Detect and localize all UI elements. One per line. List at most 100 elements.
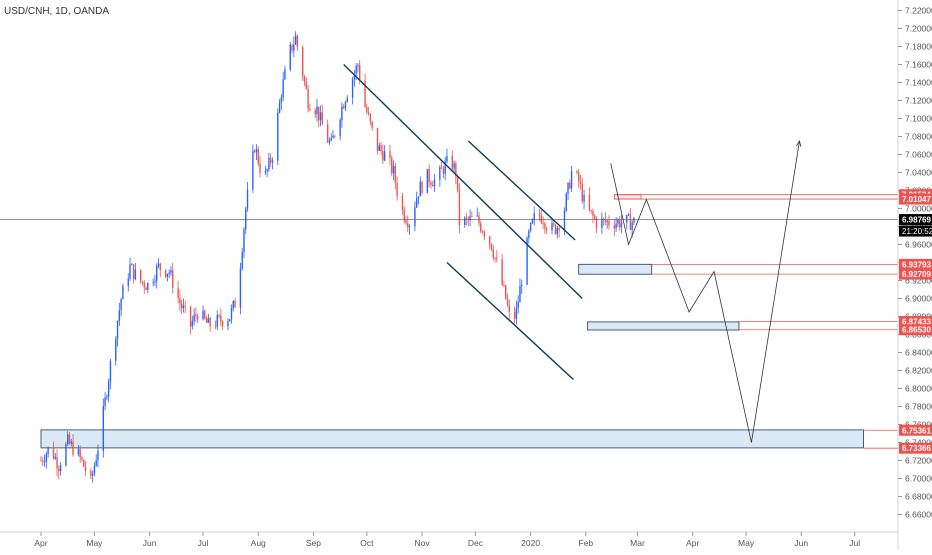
candle-body — [506, 298, 509, 306]
candle-body — [168, 272, 170, 274]
time-tick-label: May — [738, 538, 755, 548]
price-tick-label: 6.82000 — [905, 366, 932, 376]
candle-body — [43, 461, 46, 463]
candle-body — [296, 35, 299, 48]
level-price-label-bg — [899, 424, 932, 436]
candle-body — [415, 198, 418, 208]
candle-body — [193, 314, 195, 322]
candle-body — [432, 184, 434, 187]
candle-body — [145, 287, 147, 290]
candle-body — [355, 66, 357, 75]
candle-body — [419, 181, 421, 197]
candle-body — [131, 264, 133, 266]
candle-body — [533, 213, 535, 220]
candle-body — [569, 182, 571, 189]
zones — [40, 194, 898, 449]
candle-body — [180, 303, 183, 309]
candle-body — [289, 44, 291, 70]
candles — [40, 31, 635, 483]
candle-body — [264, 171, 267, 173]
candle-body — [156, 266, 158, 281]
candle-body — [588, 194, 591, 211]
candle-body — [59, 465, 62, 472]
time-tick-label: Mar — [630, 538, 645, 548]
candle-body — [453, 163, 455, 169]
candle-body — [545, 228, 548, 231]
candle-body — [83, 459, 85, 467]
price-tick-label: 6.92000 — [905, 276, 932, 286]
current-price-label-bg — [899, 214, 932, 226]
time-axis[interactable]: Apr May Jun Jul Aug Sep Oct Nov Dec 2020 Feb Mar Apr… — [0, 531, 898, 548]
candle-body — [376, 127, 379, 151]
bar-countdown: 21:20:52 — [902, 227, 932, 236]
candle-body — [521, 284, 523, 287]
candle-body — [58, 468, 60, 472]
candle-body — [494, 257, 496, 259]
candle-body — [428, 168, 430, 183]
candle-body — [505, 285, 507, 299]
candle-body — [255, 149, 258, 153]
candle-body — [366, 107, 368, 113]
candle-body — [405, 220, 407, 224]
candle-body — [97, 450, 99, 461]
candle-body — [396, 182, 398, 196]
candle-body — [218, 315, 220, 316]
candle-body — [107, 381, 110, 397]
candle-body — [576, 171, 578, 173]
price-tick-label: 6.68000 — [905, 492, 932, 502]
price-tick-label: 7.00000 — [905, 204, 932, 214]
time-tick-label: May — [86, 538, 103, 548]
candle-body — [102, 405, 105, 451]
candle-body — [170, 270, 172, 273]
candle-body — [465, 217, 468, 219]
candle-body — [122, 285, 124, 300]
candle-body — [383, 151, 386, 161]
candle-body — [439, 167, 441, 180]
candle-body — [451, 155, 453, 169]
candle-body — [579, 181, 582, 184]
candle-body — [257, 149, 259, 164]
candle-body — [538, 213, 541, 216]
candle-body — [253, 150, 256, 153]
price-tick-label: 6.90000 — [905, 294, 932, 304]
projection-path — [610, 140, 800, 443]
price-axis[interactable]: 7.22000 7.20000 7.18000 7.16000 7.14000 7.120… — [897, 0, 932, 550]
candle-body — [480, 223, 482, 232]
support-zone — [587, 321, 740, 331]
candle-body — [209, 318, 211, 327]
candle-body — [220, 315, 222, 322]
candle-body — [118, 310, 121, 322]
candle-body — [488, 236, 491, 244]
candle-body — [407, 223, 409, 228]
candle-body — [440, 167, 443, 169]
candle-body — [371, 121, 373, 128]
candle-body — [357, 65, 359, 67]
candle-body — [382, 150, 384, 161]
channel-line — [467, 140, 576, 241]
price-tick-label: 7.04000 — [905, 168, 932, 178]
candle-body — [303, 76, 306, 82]
candle-body — [177, 288, 179, 298]
candle-body — [633, 217, 635, 223]
candle-body — [594, 216, 596, 219]
candle-body — [515, 307, 518, 319]
time-tick-label: Jul — [198, 538, 209, 548]
candle-body — [91, 474, 94, 476]
candle-body — [284, 69, 286, 80]
candle-body — [526, 238, 528, 285]
candle-body — [245, 208, 247, 230]
candle-body — [54, 456, 56, 459]
candle-body — [152, 282, 154, 284]
candle-body — [143, 282, 145, 288]
candle-body — [627, 214, 630, 216]
candle-body — [531, 219, 534, 224]
candle-body — [615, 223, 617, 229]
price-tick-label: 6.70000 — [905, 474, 932, 484]
candle-body — [243, 229, 245, 253]
channel-line — [343, 64, 583, 299]
candle-body — [65, 444, 67, 466]
level-price-label-bg — [899, 316, 932, 328]
price-tick-label: 7.06000 — [905, 150, 932, 160]
candle-body — [184, 305, 186, 307]
